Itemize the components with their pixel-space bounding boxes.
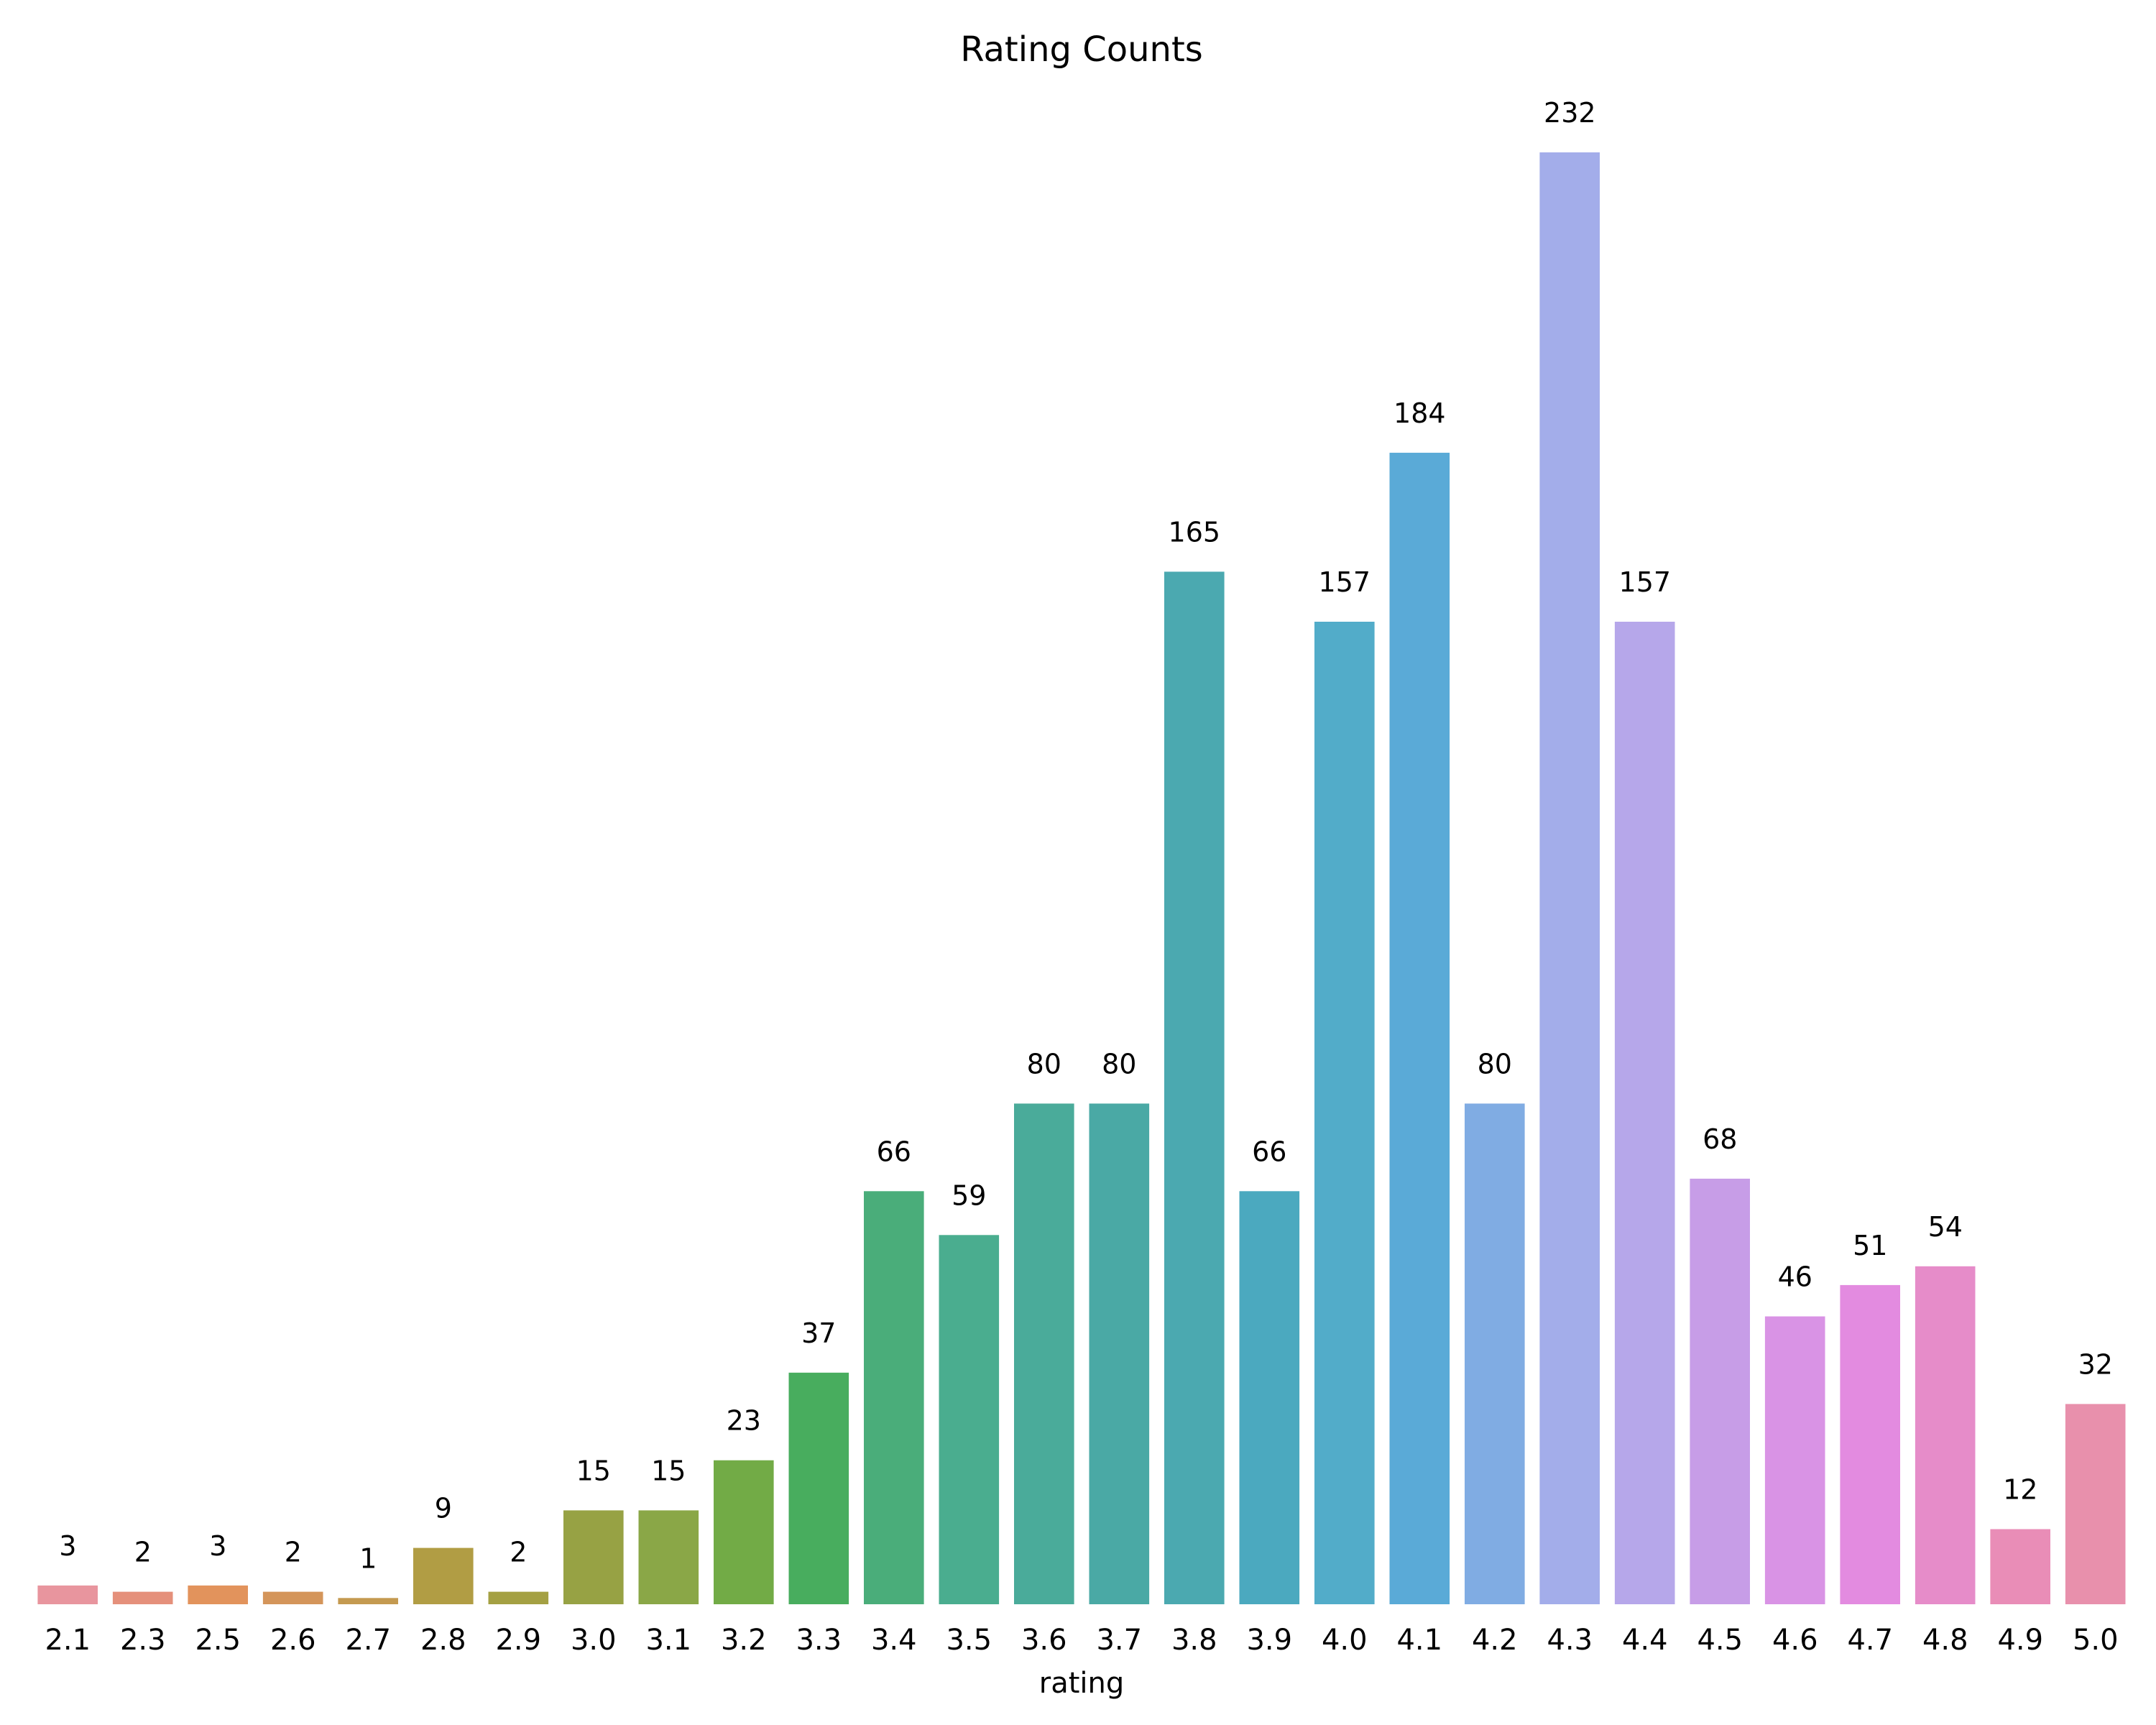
x-tick-label-5.0: 5.0 (2073, 1624, 2119, 1657)
bar-3.2 (714, 1460, 774, 1604)
bar-3.1 (638, 1510, 699, 1604)
x-tick-label-4.2: 4.2 (1472, 1624, 1518, 1657)
x-tick-label-2.3: 2.3 (120, 1624, 166, 1657)
bar-value-label-2.1: 3 (59, 1530, 76, 1562)
x-tick-label-4.8: 4.8 (1922, 1624, 1968, 1657)
bar-value-label-2.7: 1 (359, 1542, 377, 1574)
bar-value-label-3.9: 66 (1252, 1136, 1286, 1167)
bar-2.5 (188, 1585, 248, 1604)
bar-value-label-4.8: 54 (1928, 1211, 1963, 1243)
bar-value-label-2.5: 3 (209, 1530, 226, 1562)
x-tick-label-4.0: 4.0 (1322, 1624, 1368, 1657)
bar-3.6 (1014, 1103, 1074, 1604)
bar-value-label-2.6: 2 (285, 1537, 302, 1568)
x-tick-label-2.6: 2.6 (270, 1624, 316, 1657)
x-tick-labels: 2.1 2.3 2.5 2.6 2.7 2.8 2.9 3.0 3.1 3.2 3.3 3.4 3.5 3… (45, 1624, 2118, 1657)
x-tick-label-3.5: 3.5 (946, 1624, 992, 1657)
bar-4.6 (1764, 1316, 1825, 1604)
x-tick-label-3.4: 3.4 (871, 1624, 917, 1657)
bar-2.9 (488, 1591, 549, 1604)
bar-4.0 (1314, 622, 1375, 1604)
bar-value-label-4.0: 157 (1319, 566, 1371, 598)
x-tick-label-3.1: 3.1 (645, 1624, 691, 1657)
x-tick-label-2.1: 2.1 (45, 1624, 91, 1657)
bar-4.5 (1690, 1178, 1750, 1604)
bar-value-label-3.2: 23 (727, 1405, 761, 1437)
x-tick-label-4.9: 4.9 (1997, 1624, 2043, 1657)
bar-3.0 (563, 1510, 624, 1604)
bar-value-label-2.8: 9 (435, 1493, 452, 1524)
x-tick-label-4.3: 4.3 (1547, 1624, 1593, 1657)
bar-2.6 (262, 1591, 323, 1604)
x-tick-label-4.7: 4.7 (1847, 1624, 1893, 1657)
x-tick-label-3.3: 3.3 (796, 1624, 842, 1657)
bar-3.5 (939, 1235, 1000, 1604)
bar-value-label-4.6: 46 (1778, 1261, 1812, 1293)
bar-value-label-5.0: 32 (2078, 1348, 2113, 1380)
x-tick-label-3.2: 3.2 (721, 1624, 767, 1657)
bar-5.0 (2065, 1404, 2126, 1604)
bars-layer (37, 152, 2126, 1604)
bar-4.8 (1915, 1266, 1976, 1604)
bar-2.1 (37, 1585, 98, 1604)
x-tick-label-2.7: 2.7 (345, 1624, 391, 1657)
bar-value-label-4.2: 80 (1478, 1048, 1512, 1080)
bar-value-label-3.3: 37 (801, 1317, 836, 1349)
bar-value-label-2.9: 2 (510, 1537, 527, 1568)
bar-4.7 (1840, 1284, 1900, 1604)
x-tick-label-3.6: 3.6 (1021, 1624, 1067, 1657)
x-tick-label-3.8: 3.8 (1171, 1624, 1217, 1657)
x-tick-label-4.4: 4.4 (1622, 1624, 1668, 1657)
bar-value-label-3.6: 80 (1027, 1048, 1061, 1080)
bar-value-label-4.1: 184 (1393, 397, 1446, 429)
x-tick-label-3.7: 3.7 (1096, 1624, 1142, 1657)
bar-2.7 (338, 1598, 398, 1604)
bar-2.8 (413, 1547, 474, 1604)
x-tick-label-2.8: 2.8 (420, 1624, 466, 1657)
bar-4.1 (1389, 452, 1450, 1604)
x-tick-label-2.9: 2.9 (495, 1624, 541, 1657)
bar-value-label-3.8: 165 (1169, 516, 1221, 548)
bar-3.7 (1089, 1103, 1150, 1604)
x-tick-label-4.6: 4.6 (1772, 1624, 1818, 1657)
x-tick-label-4.5: 4.5 (1697, 1624, 1743, 1657)
bar-value-label-4.5: 68 (1703, 1123, 1737, 1155)
x-axis-label: rating (1039, 1667, 1125, 1700)
bar-3.8 (1164, 571, 1225, 1604)
x-tick-label-2.5: 2.5 (195, 1624, 241, 1657)
bar-value-label-3.1: 15 (651, 1455, 686, 1486)
bar-4.4 (1614, 622, 1675, 1604)
bar-3.9 (1239, 1191, 1300, 1604)
bar-value-label-3.5: 59 (952, 1179, 986, 1211)
x-tick-label-3.9: 3.9 (1246, 1624, 1292, 1657)
bar-value-label-3.7: 80 (1102, 1048, 1136, 1080)
bar-value-label-4.7: 51 (1853, 1230, 1887, 1261)
bar-value-label-4.9: 12 (2003, 1474, 2037, 1506)
bar-value-label-3.0: 15 (576, 1455, 611, 1486)
bar-value-label-2.3: 2 (134, 1537, 152, 1568)
bar-value-label-3.4: 66 (877, 1136, 911, 1167)
bar-4.3 (1539, 152, 1600, 1604)
bar-4.2 (1465, 1103, 1525, 1604)
x-tick-label-4.1: 4.1 (1396, 1624, 1442, 1657)
chart-title: Rating Counts (960, 29, 1203, 70)
bar-2.3 (112, 1591, 173, 1604)
bar-value-label-4.4: 157 (1619, 566, 1672, 598)
x-tick-label-3.0: 3.0 (571, 1624, 617, 1657)
bar-3.4 (864, 1191, 924, 1604)
bar-3.3 (788, 1372, 849, 1604)
bar-4.9 (1990, 1529, 2050, 1604)
bar-value-label-4.3: 232 (1544, 97, 1596, 129)
